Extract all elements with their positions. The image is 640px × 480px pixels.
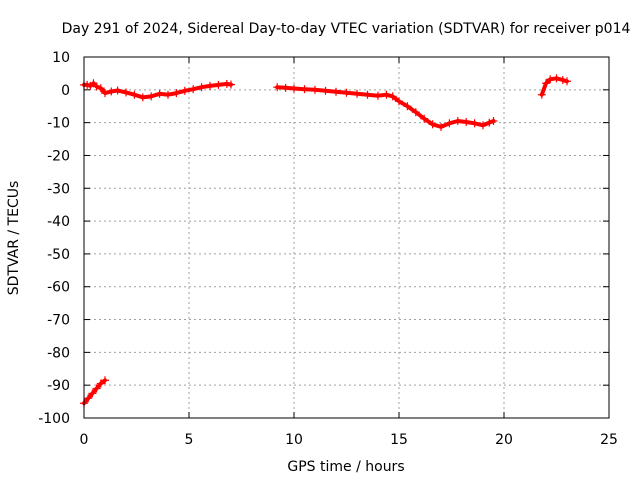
data-point	[122, 88, 130, 97]
data-point	[101, 376, 109, 385]
data-point	[189, 85, 198, 94]
x-tick-label: 25	[600, 432, 618, 448]
data-point	[206, 81, 214, 90]
data-point	[342, 88, 351, 97]
data-point	[445, 119, 454, 128]
data-point	[462, 117, 471, 126]
data-point	[485, 118, 494, 127]
y-tick-label: -10	[47, 116, 70, 132]
data-point	[542, 79, 550, 88]
x-tick-label: 5	[185, 432, 194, 448]
y-tick-label: -30	[47, 181, 70, 197]
y-tick-label: -70	[47, 313, 70, 329]
data-point	[552, 74, 561, 83]
data-point	[281, 83, 290, 92]
data-point	[470, 119, 479, 128]
series-segment-2	[273, 83, 498, 131]
data-point	[537, 90, 546, 99]
data-point	[130, 90, 139, 99]
y-axis-label: SDTVAR / TECUs	[6, 181, 22, 296]
x-tick-label: 10	[285, 432, 303, 448]
data-point	[363, 90, 372, 99]
tick-label-layer: 0 5 10 15 20 25-100-90-80-70-60-50-40-30-20-1…	[38, 50, 618, 448]
data-point	[155, 89, 164, 98]
data-point	[96, 84, 105, 93]
data-point	[563, 77, 571, 86]
data-point	[84, 394, 93, 403]
data-point	[479, 121, 487, 130]
data-point	[453, 116, 462, 125]
data-point	[411, 108, 420, 117]
data-point	[321, 86, 330, 95]
y-tick-label: -40	[47, 214, 70, 230]
data-point	[428, 120, 437, 129]
data-point	[273, 83, 282, 92]
x-axis-label: GPS time / hours	[287, 459, 404, 475]
data-point	[88, 389, 97, 398]
data-point	[420, 114, 429, 123]
data-point	[138, 93, 147, 102]
tick-layer	[83, 56, 610, 419]
data-point	[227, 80, 235, 89]
series-segment-3	[537, 74, 571, 99]
y-tick-label: 10	[52, 50, 70, 66]
series-segment-1	[80, 79, 235, 102]
y-tick-label: -80	[47, 345, 70, 361]
data-point	[388, 92, 397, 101]
data-point	[382, 90, 391, 99]
data-point	[197, 83, 206, 92]
data-point	[107, 87, 116, 96]
data-point	[403, 102, 412, 111]
x-tick-label: 15	[390, 432, 408, 448]
y-tick-label: -60	[47, 280, 70, 296]
data-point	[311, 85, 319, 94]
y-tick-label: -20	[47, 148, 70, 164]
data-point	[222, 79, 231, 88]
data-point	[437, 122, 445, 131]
data-point	[300, 85, 309, 94]
data-point	[558, 75, 567, 84]
data-point	[546, 75, 555, 84]
data-point	[92, 82, 101, 91]
series-layer	[80, 74, 571, 408]
y-tick-label: -100	[38, 411, 70, 427]
y-tick-label: -50	[47, 247, 70, 263]
data-point	[332, 87, 340, 96]
data-point	[164, 90, 172, 99]
y-tick-label: -90	[47, 378, 70, 394]
plot-frame	[83, 56, 610, 419]
data-point	[113, 86, 122, 95]
data-point	[353, 89, 361, 98]
data-point	[214, 80, 223, 89]
data-point	[147, 92, 156, 101]
data-point	[290, 84, 298, 93]
data-point	[101, 89, 109, 98]
grid-layer	[84, 57, 609, 418]
data-point	[374, 91, 382, 100]
x-tick-label: 20	[495, 432, 513, 448]
data-point	[395, 97, 403, 106]
chart-title: Day 291 of 2024, Sidereal Day-to-day VTE…	[62, 21, 631, 37]
y-tick-label: 0	[61, 83, 70, 99]
data-point	[92, 384, 101, 393]
data-point	[96, 379, 105, 388]
data-point	[180, 86, 189, 95]
x-tick-label: 0	[80, 432, 89, 448]
data-point	[489, 116, 498, 125]
data-point	[172, 89, 181, 98]
